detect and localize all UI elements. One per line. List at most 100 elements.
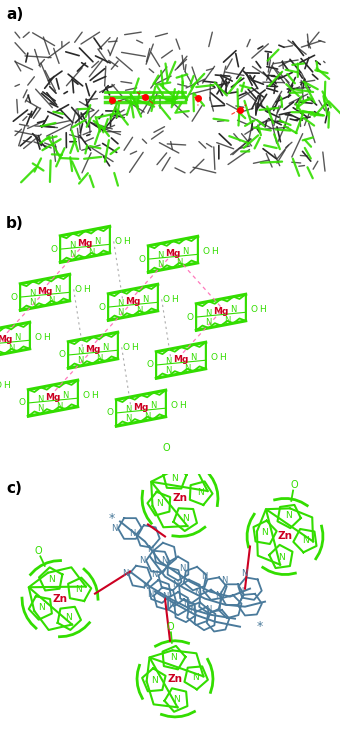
Text: H: H xyxy=(259,305,266,314)
Text: O: O xyxy=(114,237,121,246)
Text: N: N xyxy=(56,402,62,412)
Text: N: N xyxy=(261,528,268,537)
Text: N: N xyxy=(38,603,45,612)
Text: N: N xyxy=(94,237,101,246)
Text: N: N xyxy=(125,405,132,414)
Text: N: N xyxy=(168,600,174,609)
Text: Mg: Mg xyxy=(165,249,181,258)
Text: N: N xyxy=(184,365,190,374)
Text: Mg: Mg xyxy=(85,345,101,354)
Text: Mg: Mg xyxy=(45,393,61,402)
Text: O: O xyxy=(186,312,193,321)
Text: N: N xyxy=(180,564,186,573)
Text: N: N xyxy=(197,489,204,498)
Text: O: O xyxy=(98,303,105,311)
Text: N: N xyxy=(69,250,76,259)
Text: N: N xyxy=(66,613,72,622)
Text: H: H xyxy=(83,285,90,294)
Text: *: * xyxy=(109,512,115,525)
Text: N: N xyxy=(192,672,199,681)
Text: Zn: Zn xyxy=(172,494,187,503)
Text: Zn: Zn xyxy=(52,594,68,604)
Text: N: N xyxy=(78,356,84,365)
Text: N: N xyxy=(151,570,158,579)
Text: N: N xyxy=(96,354,102,363)
Text: Mg: Mg xyxy=(213,307,229,316)
Text: N: N xyxy=(278,553,285,562)
Text: N: N xyxy=(161,556,167,565)
Text: N: N xyxy=(147,590,154,599)
Text: O: O xyxy=(106,409,113,418)
Text: O: O xyxy=(10,293,17,302)
Text: N: N xyxy=(157,251,164,260)
Text: Zn: Zn xyxy=(277,532,292,542)
Text: H: H xyxy=(91,391,98,400)
Text: H: H xyxy=(171,295,178,304)
Text: N: N xyxy=(205,309,212,317)
Text: N: N xyxy=(117,299,124,308)
Text: N: N xyxy=(194,588,200,597)
Text: O: O xyxy=(122,343,129,352)
Text: O: O xyxy=(0,381,1,390)
Text: N: N xyxy=(102,343,108,352)
Text: N: N xyxy=(122,569,128,578)
Text: H: H xyxy=(179,400,186,409)
Text: O: O xyxy=(170,400,177,409)
Text: N: N xyxy=(129,529,135,538)
Text: N: N xyxy=(147,545,153,554)
Text: N: N xyxy=(221,576,227,585)
Text: N: N xyxy=(230,305,237,314)
Text: N: N xyxy=(171,474,178,483)
Text: O: O xyxy=(290,480,298,490)
Text: N: N xyxy=(205,604,211,613)
Text: O: O xyxy=(50,244,57,254)
Text: Zn: Zn xyxy=(168,674,183,684)
Text: O: O xyxy=(138,255,145,264)
Text: N: N xyxy=(241,569,248,578)
Text: N: N xyxy=(224,316,231,326)
Text: N: N xyxy=(190,353,197,362)
Text: N: N xyxy=(54,285,61,294)
Text: Mg: Mg xyxy=(173,355,189,364)
Text: O: O xyxy=(34,546,42,557)
Text: N: N xyxy=(144,412,150,421)
Text: N: N xyxy=(30,298,36,307)
Text: N: N xyxy=(302,536,309,545)
Text: N: N xyxy=(205,318,212,327)
Text: N: N xyxy=(182,514,189,523)
Text: N: N xyxy=(37,394,44,403)
Text: O: O xyxy=(163,443,170,453)
Text: N: N xyxy=(117,309,124,317)
Text: O: O xyxy=(167,622,174,632)
Text: N: N xyxy=(157,260,164,270)
Text: N: N xyxy=(69,241,76,249)
Text: N: N xyxy=(238,587,244,596)
Text: H: H xyxy=(211,247,218,256)
Text: N: N xyxy=(202,571,208,580)
Text: Mg: Mg xyxy=(125,297,141,306)
Text: O: O xyxy=(146,361,153,370)
Text: c): c) xyxy=(6,481,22,496)
Text: H: H xyxy=(219,353,226,362)
Text: N: N xyxy=(14,333,20,342)
Text: N: N xyxy=(166,356,172,366)
Text: N: N xyxy=(162,592,168,601)
Text: O: O xyxy=(210,353,217,362)
Text: N: N xyxy=(48,575,54,584)
Text: H: H xyxy=(131,343,138,352)
Text: O: O xyxy=(58,350,65,359)
Text: N: N xyxy=(182,247,189,256)
Text: N: N xyxy=(183,599,190,608)
Text: N: N xyxy=(30,289,36,298)
Text: Mg: Mg xyxy=(77,239,93,248)
Text: O: O xyxy=(250,305,257,314)
Text: O: O xyxy=(162,295,169,304)
Text: N: N xyxy=(125,414,132,423)
Text: N: N xyxy=(142,582,149,591)
Text: N: N xyxy=(216,591,222,600)
Text: N: N xyxy=(139,556,145,565)
Text: N: N xyxy=(48,297,54,306)
Text: N: N xyxy=(8,344,14,353)
Text: Mg: Mg xyxy=(0,335,13,344)
Text: N: N xyxy=(136,306,142,315)
